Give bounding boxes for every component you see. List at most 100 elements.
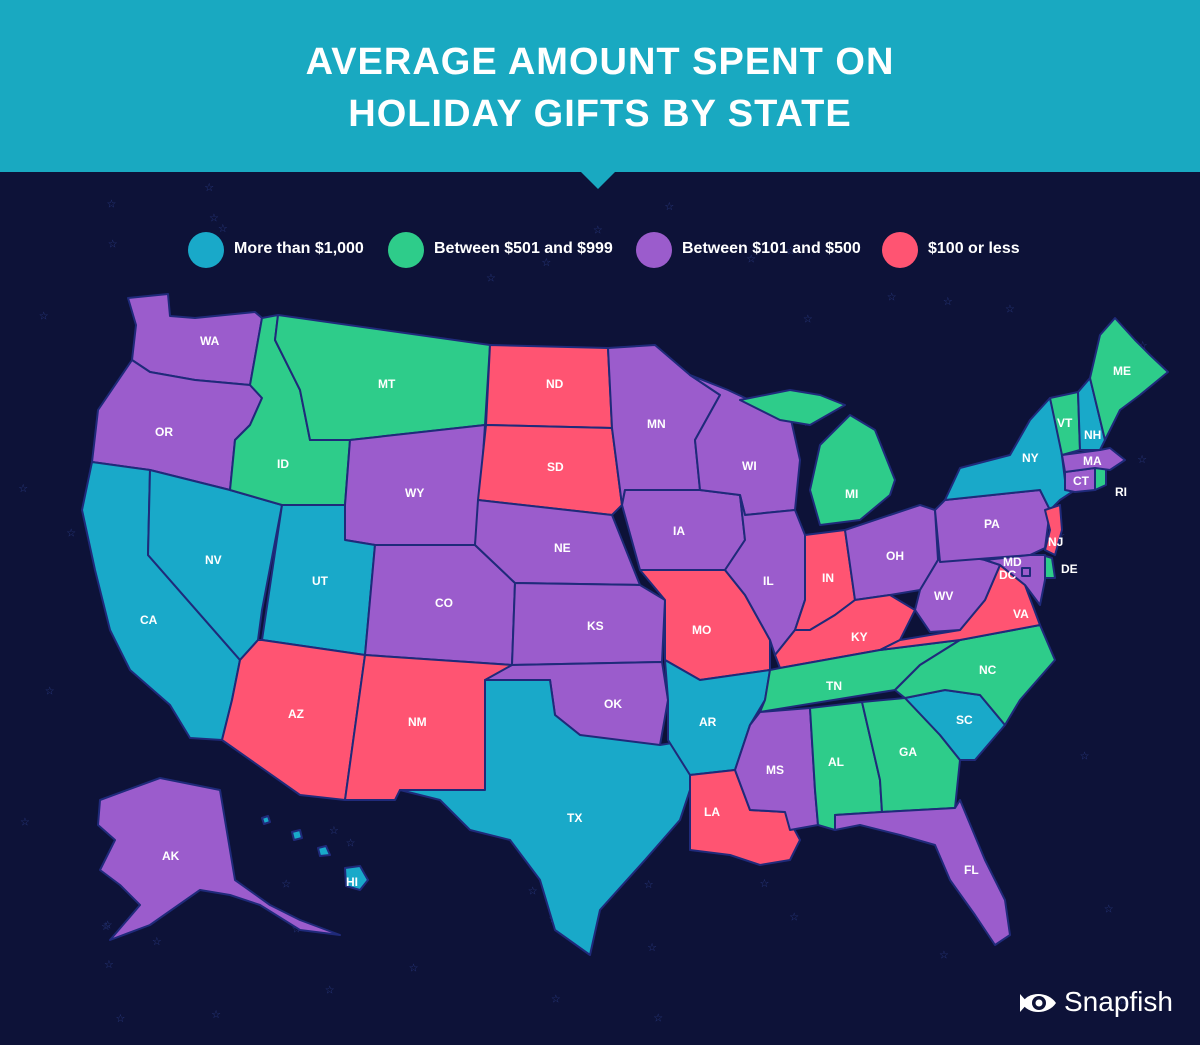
state-sd — [477, 424, 623, 516]
label-ga: GA — [899, 745, 917, 759]
label-ks: KS — [587, 619, 604, 633]
state-mi — [739, 389, 896, 526]
label-in: IN — [822, 571, 834, 585]
star-icon: ☆ — [39, 310, 49, 323]
label-wa: WA — [200, 334, 220, 348]
legend-label: $100 or less — [928, 240, 1020, 257]
star-icon: ☆ — [551, 992, 561, 1005]
label-ut: UT — [312, 574, 329, 588]
star-icon: ☆ — [108, 237, 118, 250]
star-icon: ☆ — [1080, 749, 1090, 762]
legend-swatch — [188, 232, 224, 268]
star-icon: ☆ — [18, 482, 28, 495]
label-vt: VT — [1057, 416, 1073, 430]
star-icon: ☆ — [593, 224, 603, 237]
star-icon: ☆ — [107, 198, 117, 211]
star-icon: ☆ — [528, 884, 538, 897]
snapfish-logo: Snapfish — [1020, 984, 1190, 1024]
label-wi: WI — [742, 459, 757, 473]
label-co: CO — [435, 596, 453, 610]
star-icon: ☆ — [66, 526, 76, 539]
fish-eye-logo-icon — [1020, 994, 1056, 1012]
label-ak: AK — [162, 849, 180, 863]
star-icon: ☆ — [789, 911, 799, 924]
state-nc — [894, 624, 1056, 726]
star-icon: ☆ — [1118, 995, 1128, 1008]
label-mn: MN — [647, 417, 666, 431]
legend-swatch — [388, 232, 424, 268]
label-nc: NC — [979, 663, 997, 677]
star-icon: ☆ — [760, 877, 770, 890]
state-ma — [1061, 447, 1126, 473]
label-az: AZ — [288, 707, 304, 721]
star-icon: ☆ — [486, 272, 496, 285]
state-me — [1089, 317, 1169, 441]
star-icon: ☆ — [786, 244, 796, 257]
legend-swatch — [882, 232, 918, 268]
label-ct: CT — [1073, 474, 1090, 488]
label-nd: ND — [546, 377, 564, 391]
label-pa: PA — [984, 517, 1000, 531]
star-icon: ☆ — [104, 958, 114, 971]
label-wv: WV — [934, 589, 953, 603]
label-ca: CA — [140, 613, 158, 627]
legend-label: More than $1,000 — [234, 240, 364, 257]
star-icon: ☆ — [1104, 903, 1114, 916]
star-icon: ☆ — [204, 181, 214, 194]
label-ar: AR — [699, 715, 717, 729]
label-ia: IA — [673, 524, 685, 538]
star-icon: ☆ — [803, 313, 813, 326]
state-fl — [834, 799, 1011, 946]
legend-swatch — [636, 232, 672, 268]
star-icon: ☆ — [209, 211, 219, 224]
label-oh: OH — [886, 549, 904, 563]
star-icon: ☆ — [292, 923, 302, 936]
star-icon: ☆ — [1138, 339, 1148, 352]
star-icon: ☆ — [653, 1012, 663, 1025]
star-icon: ☆ — [103, 918, 113, 931]
star-icon: ☆ — [647, 941, 657, 954]
label-ri: RI — [1115, 485, 1127, 499]
star-icon: ☆ — [325, 983, 335, 996]
label-id: ID — [277, 457, 289, 471]
state-ak — [97, 777, 341, 941]
label-sd: SD — [547, 460, 564, 474]
label-me: ME — [1113, 364, 1131, 378]
label-or: OR — [155, 425, 173, 439]
label-ny: NY — [1022, 451, 1039, 465]
star-icon: ☆ — [1005, 302, 1015, 315]
star-icon: ☆ — [20, 815, 30, 828]
star-icon: ☆ — [887, 291, 897, 304]
star-icon: ☆ — [329, 824, 339, 837]
state-ri — [1094, 467, 1107, 491]
state-nj — [1044, 504, 1063, 556]
brand-name: Snapfish — [1064, 986, 1173, 1017]
label-ne: NE — [554, 541, 571, 555]
label-md: MD — [1003, 555, 1022, 569]
star-icon: ☆ — [211, 1008, 221, 1021]
title-line-1: AVERAGE AMOUNT SPENT ON — [305, 41, 895, 83]
star-icon: ☆ — [541, 256, 551, 269]
state-labels-layer: WA OR CA NV ID MT WY UT AZ CO NM ND SD N… — [140, 334, 1131, 889]
state-dc — [1021, 567, 1031, 577]
star-icon: ☆ — [943, 295, 953, 308]
map-title: AVERAGE AMOUNT SPENT ON HOLIDAY GIFTS BY… — [0, 36, 1200, 140]
label-nm: NM — [408, 715, 427, 729]
label-mi: MI — [845, 487, 858, 501]
label-ky: KY — [851, 630, 868, 644]
label-ma: MA — [1083, 454, 1102, 468]
state-tx — [399, 679, 691, 956]
star-icon: ☆ — [45, 684, 55, 697]
label-nh: NH — [1084, 428, 1101, 442]
title-banner: AVERAGE AMOUNT SPENT ON HOLIDAY GIFTS BY… — [0, 0, 1200, 172]
label-fl: FL — [964, 863, 979, 877]
label-va: VA — [1013, 607, 1029, 621]
label-tx: TX — [567, 811, 582, 825]
label-al: AL — [828, 755, 844, 769]
star-icon: ☆ — [746, 253, 756, 266]
label-mo: MO — [692, 623, 711, 637]
legend: More than $1,000 Between $501 and $999 B… — [0, 232, 1200, 268]
star-icon: ☆ — [116, 1012, 126, 1025]
label-dc: DC — [999, 568, 1017, 582]
label-ms: MS — [766, 763, 784, 777]
